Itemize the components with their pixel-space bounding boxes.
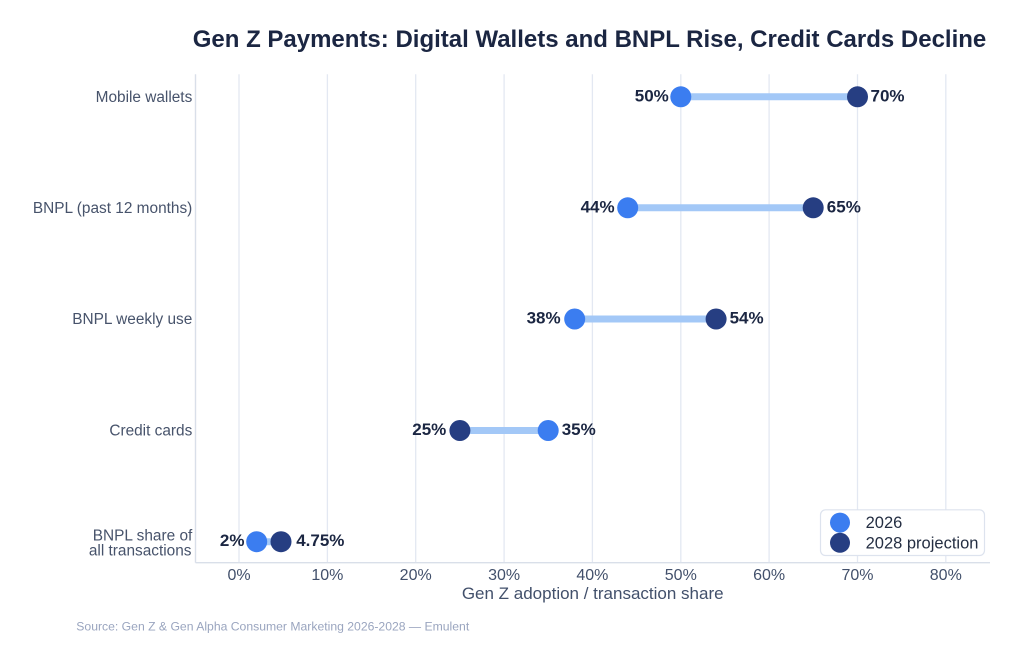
svg-text:30%: 30%: [488, 567, 520, 584]
svg-text:2026: 2026: [866, 514, 903, 532]
svg-text:80%: 80%: [930, 567, 962, 584]
svg-text:all transactions: all transactions: [89, 543, 192, 560]
svg-text:Credit cards: Credit cards: [109, 423, 192, 440]
svg-text:50%: 50%: [665, 567, 697, 584]
svg-text:0%: 0%: [227, 567, 250, 584]
svg-text:Mobile wallets: Mobile wallets: [96, 89, 193, 106]
svg-text:2%: 2%: [220, 531, 245, 550]
svg-text:25%: 25%: [412, 420, 446, 439]
svg-text:38%: 38%: [527, 309, 561, 328]
svg-text:10%: 10%: [311, 567, 343, 584]
svg-text:Gen Z adoption / transaction s: Gen Z adoption / transaction share: [462, 584, 724, 603]
svg-text:65%: 65%: [827, 197, 861, 216]
svg-text:4.75%: 4.75%: [296, 531, 344, 550]
svg-text:2028 projection: 2028 projection: [866, 534, 979, 552]
svg-text:BNPL (past 12 months): BNPL (past 12 months): [33, 200, 192, 217]
svg-text:Source: Gen Z & Gen Alpha Cons: Source: Gen Z & Gen Alpha Consumer Marke…: [76, 620, 470, 634]
svg-text:54%: 54%: [730, 309, 764, 328]
svg-text:50%: 50%: [635, 86, 669, 105]
svg-text:35%: 35%: [562, 420, 596, 439]
svg-text:70%: 70%: [871, 86, 905, 105]
svg-text:40%: 40%: [576, 567, 608, 584]
svg-text:60%: 60%: [753, 567, 785, 584]
svg-text:BNPL weekly use: BNPL weekly use: [72, 311, 192, 328]
svg-text:Gen Z Payments: Digital Wallet: Gen Z Payments: Digital Wallets and BNPL…: [193, 26, 987, 53]
svg-text:44%: 44%: [581, 197, 615, 216]
svg-text:BNPL share of: BNPL share of: [93, 528, 193, 545]
svg-text:70%: 70%: [841, 567, 873, 584]
svg-text:20%: 20%: [400, 567, 432, 584]
